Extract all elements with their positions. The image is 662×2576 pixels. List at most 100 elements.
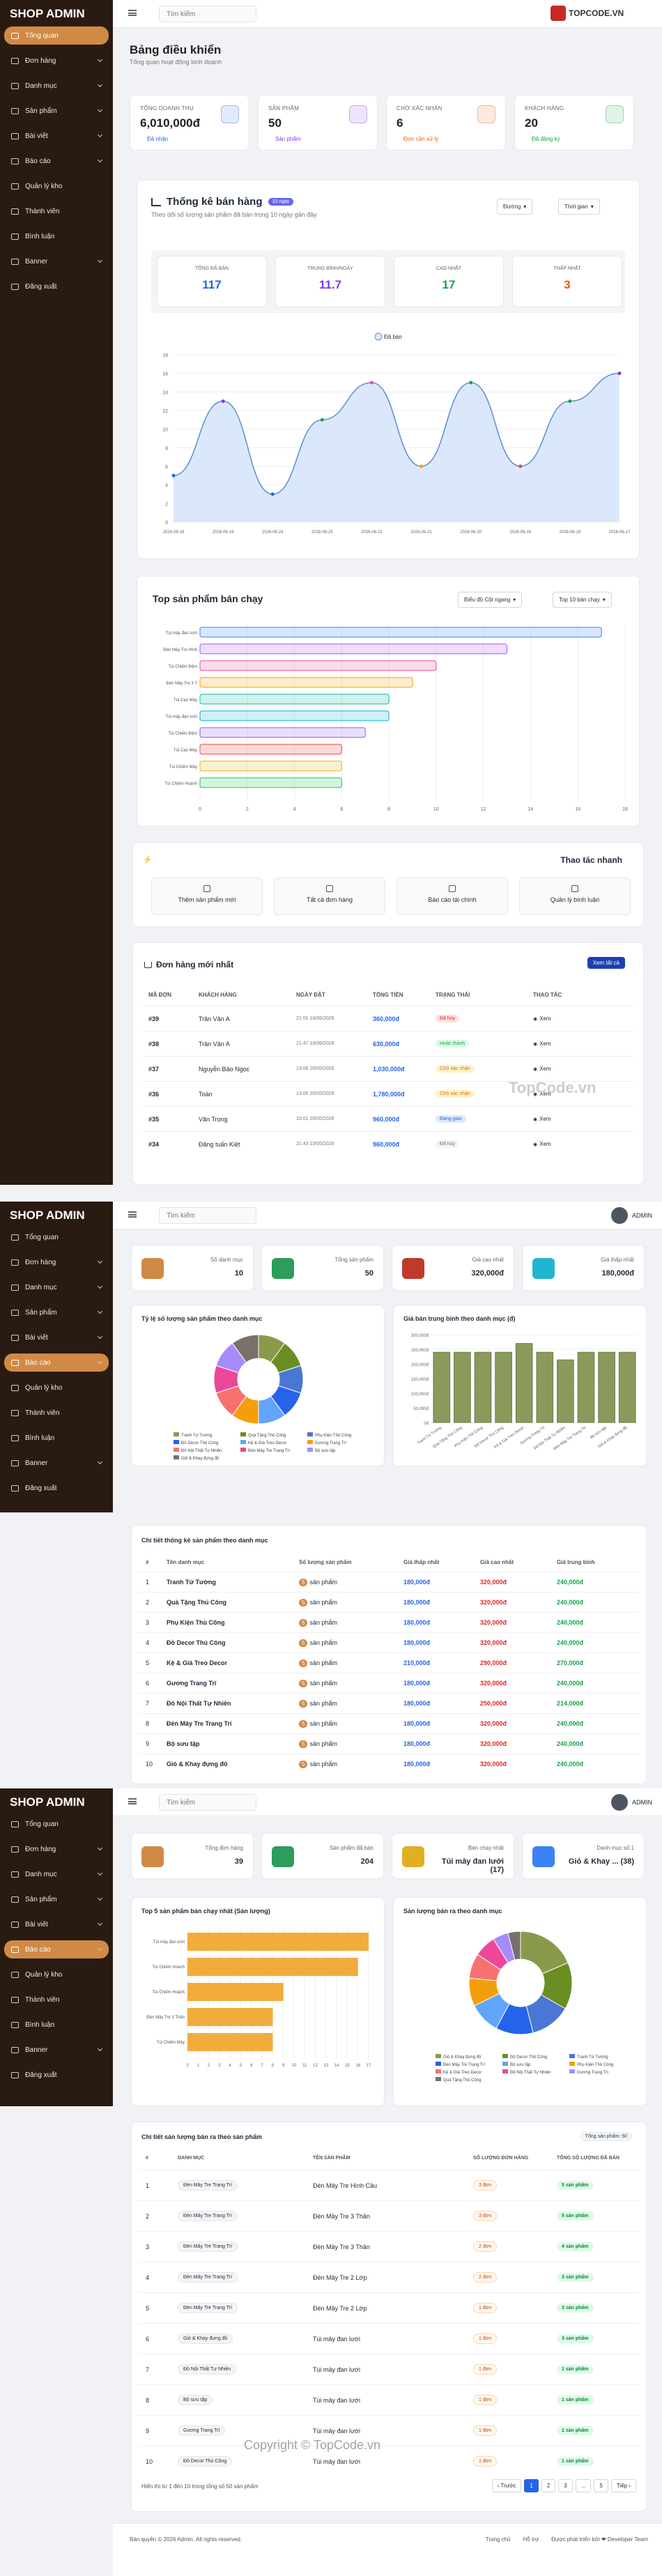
view-order-button[interactable]: ◉ Xem [533,1015,551,1022]
sidebar-item-2[interactable]: Danh mục [4,1865,109,1883]
table-row: 6 Giỏ & Khay đựng đồ Túi mây đan lưới 1 đơn… [139,2323,639,2354]
bar [557,1359,574,1423]
sidebar-item-label: Thành viên [25,207,60,215]
sidebar-item-label: Sản phẩm [25,1895,57,1903]
avatar[interactable] [611,1207,628,1224]
stat-label: CHỜ XÁC NHẬN [397,105,442,112]
sidebar-item-7[interactable]: Thành viên [4,1404,109,1422]
footer-link[interactable]: Được phát triển bởi ❤ Developer Team [551,2536,648,2543]
table-row[interactable]: #37 Nguyễn Bảo Ngọc 13:06 20/05/2026 1,030,… [143,1056,633,1081]
sidebar-item-9[interactable]: Banner [4,2041,109,2059]
sidebar-item-7[interactable]: Thành viên [4,202,109,220]
top-chart-type-dropdown[interactable]: Biểu đồ Cột ngang ▾ [458,592,523,608]
sidebar-item-3[interactable]: Sản phẩm [4,1303,109,1321]
footer-link[interactable]: Hỗ trợ [523,2536,539,2543]
user-name[interactable]: ADMIN [632,1212,652,1219]
bar [199,727,366,738]
sidebar-item-1[interactable]: Đơn hàng [4,52,109,70]
table-row[interactable]: #36 Toàn 13:05 20/05/2026 1,780,000đ Chờ xác… [143,1081,633,1106]
legend-swatch [174,1440,179,1444]
sidebar-item-7[interactable]: Thành viên [4,1991,109,2009]
table-cell: 3 sản phẩm [557,2334,594,2343]
sidebar-item-8[interactable]: Bình luận [4,227,109,245]
table-row[interactable]: #39 Trần Văn A 21:00 18/06/2026 360,000đ Đã … [143,1006,633,1031]
sales-badge: 10 ngày [268,198,294,206]
search-input[interactable] [159,1794,256,1811]
time-dropdown[interactable]: Thời gian ▾ [558,199,600,215]
legend-swatch [174,1448,179,1452]
sidebar-item-4[interactable]: Bài viết [4,1915,109,1933]
legend-label: Đồ Nội Thất Tự Nhiên [510,2071,551,2075]
order-id[interactable]: #34 [148,1140,160,1148]
chevron-down-icon [97,107,103,113]
table-row[interactable]: #35 Văn Trọng 10:01 20/05/2026 960,000đ Đang… [143,1106,633,1131]
user-name[interactable]: ADMIN [632,1799,652,1806]
top-limit-dropdown[interactable]: Top 10 bán chạy ▾ [553,592,612,608]
sidebar-item-1[interactable]: Đơn hàng [4,1253,109,1271]
quick-action-button[interactable]: Quản lý bình luận [519,877,631,915]
page-button[interactable]: 2 [541,2479,556,2492]
legend-label: Bộ sưu tập [315,1449,336,1453]
order-id[interactable]: #35 [148,1115,160,1123]
page-button[interactable]: ‹ Trước [491,2479,522,2492]
page-button[interactable]: Tiếp › [610,2479,636,2492]
sidebar-item-10[interactable]: Đăng xuất [4,2066,109,2084]
sidebar-item-3[interactable]: Sản phẩm [4,1890,109,1908]
avatar[interactable] [611,1794,628,1811]
menu-icon [11,1334,19,1341]
table-row[interactable]: #34 Đặng tuấn Kiệt 21:43 23/05/2026 960,000… [143,1131,633,1156]
sidebar-item-2[interactable]: Danh mục [4,1278,109,1296]
sidebar-item-0[interactable]: Tổng quan [4,1815,109,1833]
sidebar-item-3[interactable]: Sản phẩm [4,102,109,120]
sidebar-item-9[interactable]: Banner [4,252,109,270]
order-id[interactable]: #36 [148,1090,160,1098]
menu-toggle-icon[interactable] [128,10,137,16]
sidebar-item-0[interactable]: Tổng quan [4,26,109,45]
table-row[interactable]: #38 Trần Văn A 21:47 18/06/2026 630,000đ Hoà… [143,1031,633,1056]
x-tick-label: 11 [302,2064,307,2068]
view-order-button[interactable]: ◉ Xem [533,1041,551,1047]
sidebar-item-6[interactable]: Quản lý kho [4,1379,109,1397]
page-button[interactable]: 5 [594,2479,608,2492]
sidebar-item-6[interactable]: Quản lý kho [4,177,109,195]
table-cell: Đèn Mây Tre Trang Trí [178,2180,238,2191]
view-order-button[interactable]: ◉ Xem [533,1066,551,1072]
bar [199,710,390,721]
view-all-button[interactable]: Xem tất cả [587,957,625,969]
order-id[interactable]: #37 [148,1065,160,1073]
quick-action-button[interactable]: Thêm sản phẩm mới [151,877,263,915]
stat-value: 320,000đ [471,1269,504,1278]
quick-action-button[interactable]: Báo cáo tài chính [397,877,508,915]
search-input[interactable] [159,6,256,22]
sidebar-item-8[interactable]: Bình luận [4,2016,109,2034]
sidebar-item-4[interactable]: Bài viết [4,127,109,145]
sidebar-item-2[interactable]: Danh mục [4,77,109,95]
menu-toggle-icon[interactable] [128,1211,137,1218]
bar [454,1351,471,1423]
quick-action-button[interactable]: Tất cả đơn hàng [274,877,385,915]
sidebar-item-8[interactable]: Bình luận [4,1429,109,1447]
order-id[interactable]: #38 [148,1040,160,1048]
orders-title: Đơn hàng mới nhất [156,960,234,969]
sidebar-item-4[interactable]: Bài viết [4,1328,109,1347]
view-order-button[interactable]: ◉ Xem [533,1091,551,1097]
sidebar-item-6[interactable]: Quản lý kho [4,1965,109,1984]
chart-type-dropdown[interactable]: Đường ▾ [497,199,533,215]
menu-toggle-icon[interactable] [128,1798,137,1804]
footer-link[interactable]: Trang chủ [485,2536,511,2543]
sidebar-item-9[interactable]: Banner [4,1454,109,1472]
sidebar-item-5[interactable]: Báo cáo [4,1354,109,1372]
page-button[interactable]: ... [575,2479,592,2492]
sidebar-item-10[interactable]: Đăng xuất [4,277,109,296]
search-input[interactable] [159,1207,256,1224]
sidebar-item-5[interactable]: Báo cáo [4,1940,109,1958]
view-order-button[interactable]: ◉ Xem [533,1116,551,1122]
order-id[interactable]: #39 [148,1015,160,1022]
page-button[interactable]: 1 [524,2479,539,2492]
sidebar-item-0[interactable]: Tổng quan [4,1228,109,1246]
page-button[interactable]: 3 [558,2479,573,2492]
sidebar-item-1[interactable]: Đơn hàng [4,1840,109,1858]
sidebar-item-10[interactable]: Đăng xuất [4,1479,109,1497]
sidebar-item-5[interactable]: Báo cáo [4,152,109,170]
view-order-button[interactable]: ◉ Xem [533,1141,551,1147]
